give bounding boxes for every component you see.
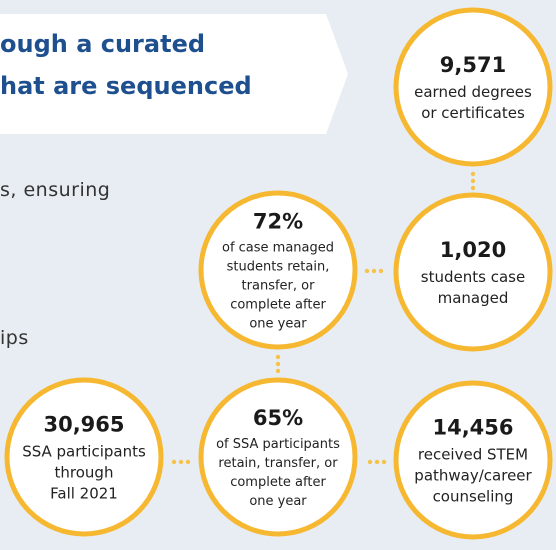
stat-label: received STEM xyxy=(418,446,528,464)
stat-circle xyxy=(393,380,553,540)
stat-label: through xyxy=(55,464,114,482)
connector-dot xyxy=(374,459,380,465)
connector-dot xyxy=(275,368,281,374)
connector-dot xyxy=(178,459,184,465)
stat-value: 9,571 xyxy=(440,53,506,77)
stat-label: Fall 2021 xyxy=(50,485,118,503)
connector-dot xyxy=(275,354,281,360)
stat-circle xyxy=(4,377,164,537)
stat-circle xyxy=(198,377,358,537)
stat-label: complete after xyxy=(230,475,326,490)
stat-label: counseling xyxy=(433,488,514,506)
connector-dot xyxy=(185,459,191,465)
connector-dot xyxy=(470,185,476,191)
banner-line: hat are sequenced xyxy=(0,72,252,100)
stat-circle xyxy=(393,192,553,352)
connector-dot xyxy=(171,459,177,465)
connector-dot xyxy=(470,171,476,177)
stat-value: 30,965 xyxy=(43,413,124,437)
stat-value: 72% xyxy=(253,210,303,234)
stat-label: retain, transfer, or xyxy=(218,456,338,471)
stat-value: 65% xyxy=(253,406,303,430)
stat-label: one year xyxy=(249,317,307,332)
stat-label: of SSA participants xyxy=(216,437,340,452)
stat-value: 1,020 xyxy=(440,238,506,262)
banner xyxy=(0,14,348,134)
stat-circle xyxy=(198,190,358,350)
stat-label: SSA participants xyxy=(22,443,146,461)
circles: 9,571 earned degrees or certificates 1,020 s… xyxy=(4,7,553,540)
connector-dot xyxy=(378,268,384,274)
stat-label: complete after xyxy=(230,298,326,313)
stat-label: of case managed xyxy=(222,241,334,256)
body-text: s, ensuring xyxy=(0,179,110,201)
connector-dot xyxy=(371,268,377,274)
connectors xyxy=(171,171,476,465)
stat-label: or certificates xyxy=(421,104,525,122)
body-text: ips xyxy=(0,327,29,349)
stat-value: 14,456 xyxy=(432,416,513,440)
stat-label: pathway/career xyxy=(414,467,532,485)
stat-label: one year xyxy=(249,494,307,509)
connector-dot xyxy=(364,268,370,274)
stat-label: earned degrees xyxy=(414,83,532,101)
connector-dot xyxy=(367,459,373,465)
banner-line: ough a curated xyxy=(0,30,205,58)
stat-label: students retain, xyxy=(227,260,330,275)
stat-label: managed xyxy=(438,289,509,307)
connector-dot xyxy=(275,361,281,367)
stat-label: students case xyxy=(421,268,525,286)
connector-dot xyxy=(470,178,476,184)
connector-dot xyxy=(381,459,387,465)
stat-label: transfer, or xyxy=(242,279,316,294)
stat-circle xyxy=(393,7,553,167)
